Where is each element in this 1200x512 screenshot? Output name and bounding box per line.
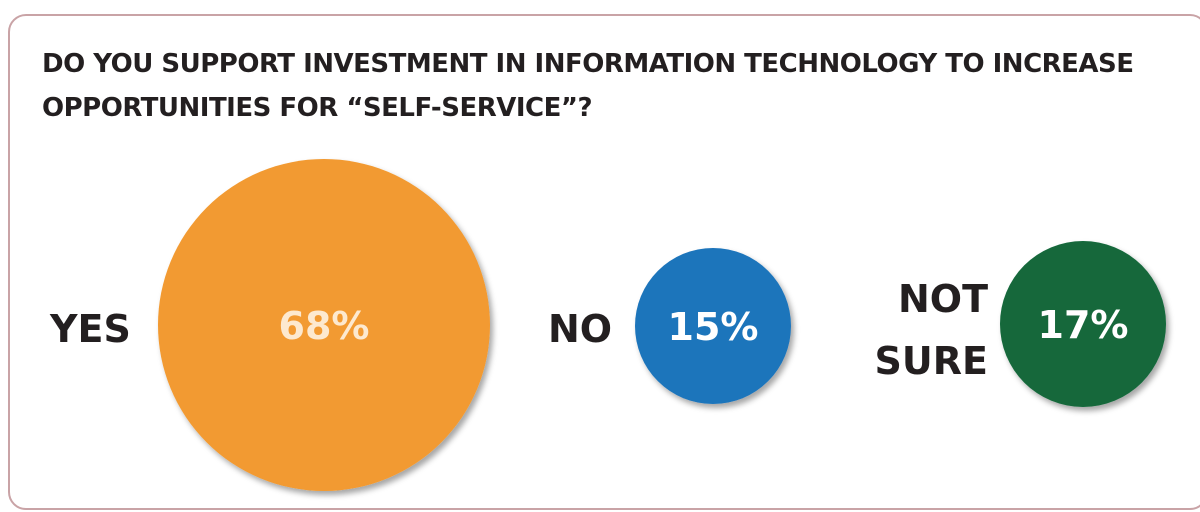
category-label: NO [548, 307, 612, 351]
bubbles-group: 68% YES 15% NO 17% NOT SURE [49, 159, 1166, 491]
value-label: 68% [279, 304, 370, 348]
bubble-yes [158, 159, 490, 491]
value-label: 15% [668, 305, 759, 349]
category-label: YES [49, 307, 131, 351]
chart-title: DO YOU SUPPORT INVESTMENT IN INFORMATION… [42, 49, 1134, 123]
bubble-not-sure [1000, 241, 1166, 407]
value-label: 17% [1038, 303, 1129, 347]
category-label: NOT SURE [875, 277, 989, 383]
bubble-no [635, 248, 791, 404]
